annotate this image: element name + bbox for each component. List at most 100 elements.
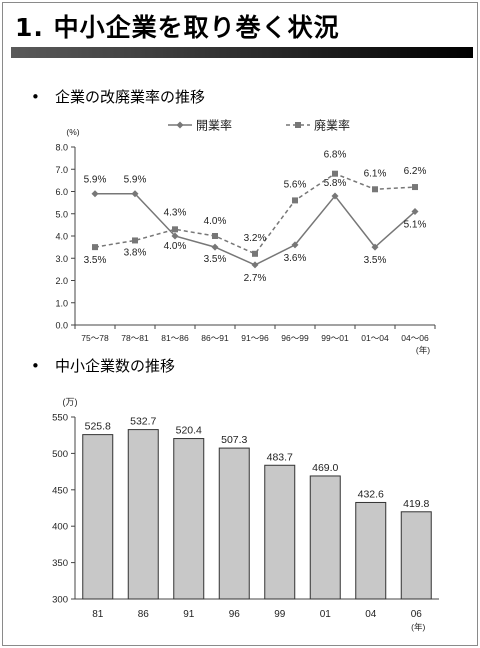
x-tick-label: 91 xyxy=(183,609,195,620)
data-point-series2 xyxy=(372,186,378,193)
legend-marker-2 xyxy=(295,122,301,128)
y-tick-label: 350 xyxy=(52,558,68,569)
data-label-series2: 6.2% xyxy=(404,166,427,177)
data-point-series2 xyxy=(132,237,138,244)
data-point-series2 xyxy=(172,226,178,233)
data-label-series2: 5.6% xyxy=(284,179,307,190)
data-point-series2 xyxy=(412,184,418,191)
data-point-series1 xyxy=(331,192,339,200)
data-point-series1 xyxy=(251,261,259,269)
data-label-series1: 5.8% xyxy=(324,178,347,189)
section-heading-rates-text: 企業の改廃業率の推移 xyxy=(55,88,206,106)
data-label-series2: 3.8% xyxy=(124,247,147,258)
bar-value-label: 432.6 xyxy=(358,488,384,500)
y-tick-label: 7.0 xyxy=(55,165,68,175)
y-tick-label: 1.0 xyxy=(55,298,68,308)
y-tick-label: 300 xyxy=(52,595,68,606)
line-chart: 0.0 1.0 2.0 3.0 4.0 5.0 6.0 7.0 8.0 75～78 78～81 81～… xyxy=(55,118,436,355)
legend-marker-1 xyxy=(176,121,184,129)
data-label-series2: 4.3% xyxy=(164,207,187,218)
y-tick-label: 3.0 xyxy=(55,254,68,264)
y-tick-label: 6.0 xyxy=(55,187,68,197)
data-point-series1 xyxy=(171,232,179,240)
data-label-series1: 5.1% xyxy=(404,220,427,231)
x-tick-label: 75～78 xyxy=(81,333,109,343)
data-label-series1: 3.5% xyxy=(204,254,227,265)
bar-chart: 300 350 400 450 500 550 (万) 525.8 81 532.7 86 520.4… xyxy=(52,397,439,632)
bar-value-label: 469.0 xyxy=(312,462,338,474)
data-point-series2 xyxy=(92,244,98,251)
y-unit-label: (万) xyxy=(63,397,78,407)
x-year-label: (年) xyxy=(416,345,430,355)
data-point-series1 xyxy=(211,243,219,251)
section-heading-rates: • 企業の改廃業率の推移 xyxy=(31,86,205,107)
data-point-series2 xyxy=(212,233,218,239)
data-label-series2: 6.1% xyxy=(364,168,387,179)
bar-value-label: 520.4 xyxy=(176,425,202,437)
x-tick-label: 99 xyxy=(274,609,286,620)
y-tick-label: 5.0 xyxy=(55,209,68,219)
data-point-series1 xyxy=(291,241,299,249)
section-heading-count: • 中小企業数の推移 xyxy=(31,355,175,376)
data-label-series2: 3.5% xyxy=(84,255,107,266)
x-tick-label: 01 xyxy=(320,609,332,620)
data-point-series2 xyxy=(252,250,258,257)
bar xyxy=(400,511,432,600)
y-tick-label: 450 xyxy=(52,485,68,496)
data-label-series1: 5.9% xyxy=(124,175,147,186)
y-tick-label: 400 xyxy=(52,522,68,533)
x-tick-label: 91～96 xyxy=(241,333,269,343)
bar xyxy=(82,434,114,600)
bar-value-label: 483.7 xyxy=(267,451,293,463)
x-tick-label: 04 xyxy=(365,609,377,620)
data-label-series2: 4.0% xyxy=(204,216,227,227)
x-tick-label: 99～01 xyxy=(321,333,349,343)
title-underline-bar xyxy=(11,47,473,58)
data-label-series1: 3.6% xyxy=(284,253,307,264)
y-tick-label: 4.0 xyxy=(55,232,68,242)
x-tick-label: 86 xyxy=(138,609,150,620)
legend-label-1: 開業率 xyxy=(196,118,232,133)
data-label-series1: 3.5% xyxy=(364,255,387,266)
data-point-series1 xyxy=(131,190,139,198)
bar xyxy=(127,429,159,600)
data-label-series1: 5.9% xyxy=(84,175,107,186)
data-point-series2 xyxy=(292,197,298,204)
data-point-series1 xyxy=(91,190,99,198)
y-tick-label: 8.0 xyxy=(55,143,68,153)
x-tick-label: 06 xyxy=(411,609,423,620)
y-unit-label: (%) xyxy=(66,127,79,137)
legend-label-2: 廃業率 xyxy=(314,118,350,133)
data-label-series2: 3.2% xyxy=(244,233,267,244)
section-heading-count-text: 中小企業数の推移 xyxy=(55,357,176,375)
data-label-series1: 2.7% xyxy=(244,273,267,284)
bar xyxy=(218,447,250,600)
x-year-label: (年) xyxy=(411,622,425,632)
x-tick-label: 78～81 xyxy=(121,333,149,343)
y-tick-label: 2.0 xyxy=(55,276,68,286)
bullet-2: • xyxy=(31,357,40,375)
bar xyxy=(264,464,296,600)
data-point-series1 xyxy=(371,243,379,251)
x-tick-label: 01～04 xyxy=(361,333,389,343)
x-tick-label: 04～06 xyxy=(401,333,429,343)
x-tick-label: 81 xyxy=(92,609,104,620)
series-line-2 xyxy=(94,172,416,255)
y-tick-label: 0.0 xyxy=(55,321,68,331)
bullet-1: • xyxy=(31,88,40,106)
bar xyxy=(355,501,387,600)
data-label-series2: 6.8% xyxy=(324,150,347,161)
data-label-series1: 4.0% xyxy=(164,241,187,252)
data-point-series2 xyxy=(332,170,338,177)
bar-value-label: 525.8 xyxy=(85,421,111,433)
bar-value-label: 507.3 xyxy=(221,434,247,446)
data-point-series1 xyxy=(411,208,419,216)
bar xyxy=(173,438,205,600)
x-tick-label: 96～99 xyxy=(281,333,309,343)
x-tick-label: 96 xyxy=(229,609,241,620)
x-tick-label: 86～91 xyxy=(201,333,229,343)
bar-value-label: 532.7 xyxy=(130,416,156,428)
y-tick-label: 550 xyxy=(52,413,68,424)
slide-title: 1. 中小企業を取り巻く状況 xyxy=(15,13,340,42)
